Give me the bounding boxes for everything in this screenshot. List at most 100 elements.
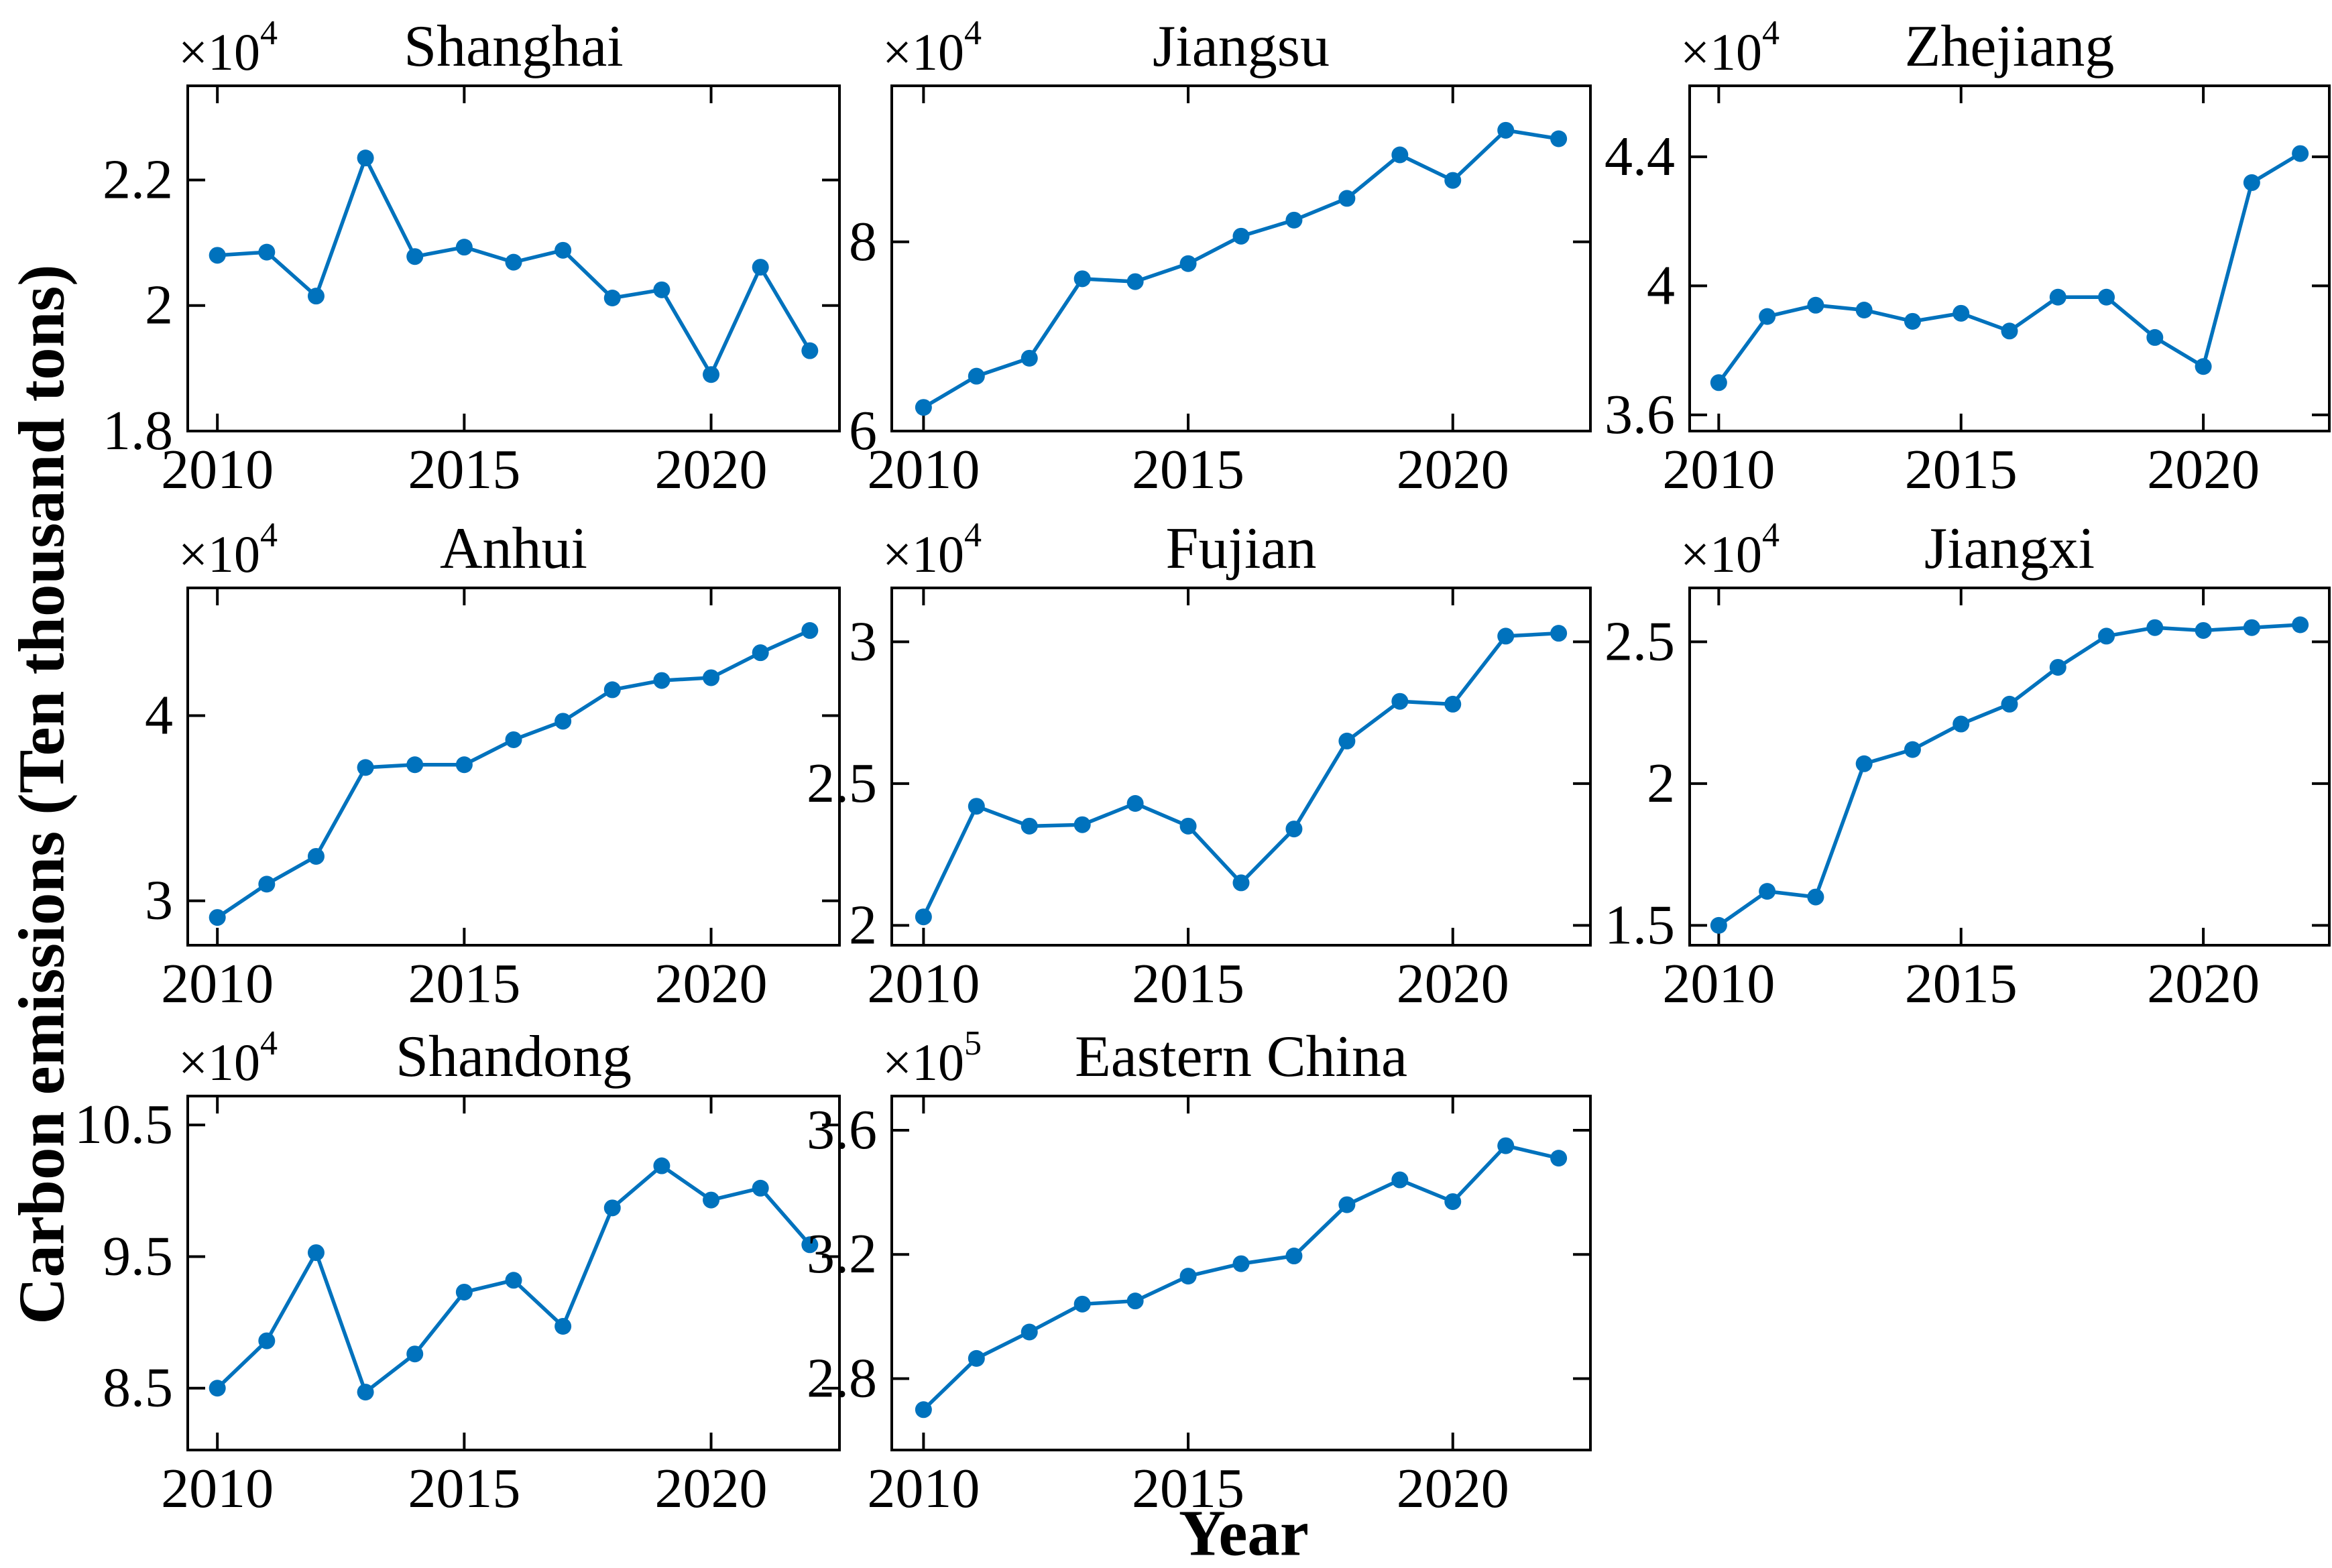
data-line <box>922 128 1560 410</box>
data-point <box>1126 794 1144 812</box>
plot-box <box>186 1095 841 1451</box>
y-tick-label: 4 <box>1647 254 1675 316</box>
data-point <box>1952 304 1970 322</box>
data-point <box>307 847 325 865</box>
data-point <box>915 1401 932 1419</box>
data-point <box>703 669 720 686</box>
data-point <box>801 1236 819 1254</box>
subplot-title: Fujian <box>1166 516 1317 581</box>
data-point <box>455 756 473 774</box>
axis-exponent-label: ×104 <box>178 14 278 81</box>
data-point <box>1759 308 1776 325</box>
subplot-shandong: 2010 2015 2020 8.5 9.5 10.5×104 Shandong <box>74 1024 841 1520</box>
data-point <box>1179 255 1197 272</box>
data-point <box>2195 621 2212 639</box>
data-point <box>1232 874 1250 892</box>
x-tick-label: 2020 <box>655 1457 768 1520</box>
x-tick-label: 2010 <box>161 1457 274 1520</box>
data-point <box>1232 1255 1250 1272</box>
axis-exponent-label: ×104 <box>1680 14 1780 81</box>
data-point <box>406 248 424 265</box>
plot-box <box>890 84 1592 432</box>
y-tick-label: 3 <box>145 869 173 932</box>
data-point <box>505 253 522 271</box>
data-point <box>603 1199 621 1217</box>
data-point <box>1232 227 1250 245</box>
y-tick-label: 3.2 <box>807 1223 877 1285</box>
data-point <box>555 1317 572 1335</box>
plot-box <box>186 84 841 432</box>
data-point <box>2098 288 2115 306</box>
data-point <box>505 731 522 748</box>
axis-exponent-label: ×104 <box>178 1024 278 1091</box>
data-point <box>406 1345 424 1363</box>
data-point <box>1550 130 1568 147</box>
data-point <box>1073 816 1091 833</box>
data-point <box>1391 1171 1409 1189</box>
subplot-title: Shandong <box>396 1024 632 1089</box>
x-tick-label: 2010 <box>867 953 980 1015</box>
x-tick-label: 2010 <box>867 1457 980 1520</box>
data-point <box>801 342 819 359</box>
axis-exponent-label: ×104 <box>882 516 982 583</box>
data-point <box>258 243 276 261</box>
subplot-eastern-china: 2010 2015 2020 2.8 3.2 3.6×105 Eastern China <box>807 1024 1592 1520</box>
x-tick-label: 2020 <box>1397 438 1509 501</box>
data-line <box>216 629 811 919</box>
x-tick-label: 2020 <box>655 953 768 1015</box>
y-tick-label: 3.6 <box>807 1099 877 1161</box>
x-tick-label: 2020 <box>655 438 768 501</box>
data-point <box>1391 692 1409 710</box>
subplot-title: Zhejiang <box>1905 14 2115 79</box>
data-line <box>921 631 1559 918</box>
y-tick-label: 9.5 <box>103 1225 173 1287</box>
y-tick-label: 3 <box>849 610 877 672</box>
subplot-anhui: 2010 2015 2020 3 4 ×104 Anhui <box>145 516 841 1015</box>
data-point <box>915 399 932 416</box>
data-point <box>555 713 572 730</box>
y-tick-label: 10.5 <box>74 1093 173 1156</box>
data-point <box>1338 1196 1356 1213</box>
data-point <box>2195 358 2212 375</box>
data-point <box>653 1157 671 1174</box>
data-point <box>209 1380 226 1397</box>
data-point <box>258 876 276 893</box>
data-point <box>1285 821 1303 838</box>
data-point <box>1021 349 1038 367</box>
data-point <box>357 759 374 776</box>
data-point <box>1759 883 1776 900</box>
data-point <box>1021 1323 1038 1341</box>
data-point <box>703 366 720 383</box>
data-point <box>1807 888 1824 906</box>
data-point <box>968 367 985 385</box>
data-point <box>1073 1295 1091 1313</box>
data-point <box>2001 695 2018 713</box>
data-point <box>1444 695 1462 713</box>
data-point <box>2001 322 2018 340</box>
x-tick-label: 2010 <box>161 953 274 1015</box>
plot-box <box>1688 587 2331 947</box>
data-line <box>1717 623 2300 927</box>
subplot-shanghai: 2010 2015 2020 1.8 2 2.2 ×104 Shanghai <box>103 14 841 501</box>
x-tick-label: 2015 <box>408 1457 520 1520</box>
x-tick-label: 2020 <box>2147 953 2260 1015</box>
data-point <box>1855 302 1873 319</box>
y-tick-label: 2.8 <box>807 1347 877 1409</box>
data-point <box>2243 619 2260 636</box>
data-line <box>1717 152 2302 384</box>
data-point <box>801 622 819 640</box>
y-tick-label: 1.5 <box>1605 894 1675 956</box>
x-tick-label: 2010 <box>1662 438 1775 501</box>
data-point <box>209 247 226 264</box>
data-point <box>968 1349 985 1367</box>
x-tick-label: 2010 <box>161 438 274 501</box>
data-point <box>752 644 769 662</box>
data-point <box>258 1332 276 1349</box>
plot-box <box>186 587 841 947</box>
data-point <box>1285 1248 1303 1265</box>
y-tick-label: 2 <box>145 274 173 337</box>
data-point <box>2292 616 2309 634</box>
data-point <box>455 239 473 256</box>
subplot-jiangxi: 2010 2015 2020 1.5 2 2.5×104 Jiangxi <box>1605 516 2331 1015</box>
